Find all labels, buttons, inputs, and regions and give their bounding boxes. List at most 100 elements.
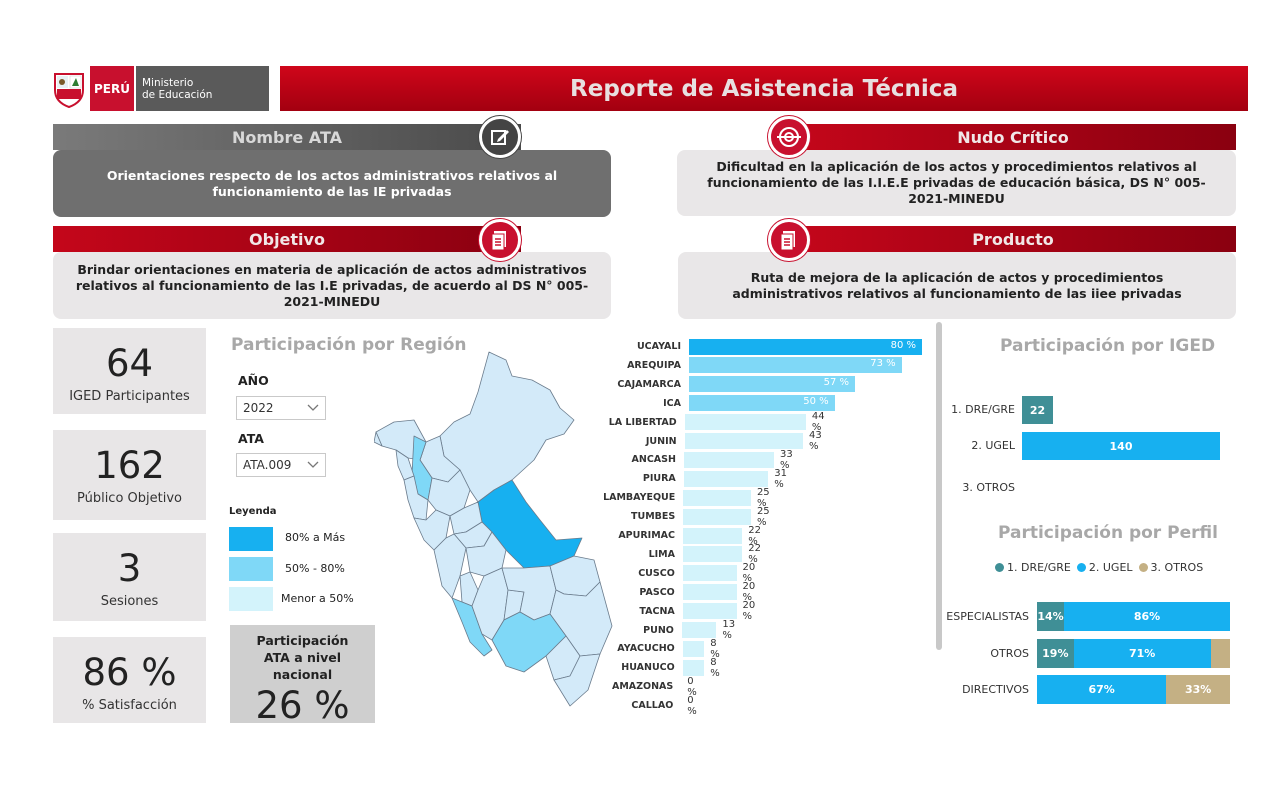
region-bar-label: PIURA <box>642 473 676 485</box>
region-bar[interactable] <box>682 659 705 676</box>
map-region-tacna <box>553 653 601 707</box>
region-bar-row[interactable]: PUNO 13 % <box>600 619 746 641</box>
region-bar-label: AMAZONAS <box>611 681 674 693</box>
nudo-critico-header: Nudo Crítico <box>790 124 1236 150</box>
nombre-ata-text: Orientaciones respecto de los actos admi… <box>106 167 558 199</box>
region-bar-row[interactable]: PIURA 31 % <box>600 467 798 490</box>
target-icon <box>768 116 810 158</box>
region-bar-label: TUMBES <box>631 511 676 523</box>
perfil-bar-segment[interactable]: 67% <box>1037 675 1167 704</box>
region-bar-label: UCAYALI <box>636 341 681 352</box>
document-icon <box>768 219 810 261</box>
region-bar-label: LAMBAYEQUE <box>603 492 676 504</box>
region-bar-label: AREQUIPA <box>627 359 681 371</box>
region-bar[interactable] <box>682 565 737 582</box>
region-bar-row[interactable]: CALLAO 0 % <box>600 695 705 717</box>
map-region-la-libertad <box>403 475 429 521</box>
region-bar-label: PASCO <box>639 586 675 598</box>
region-bar-row[interactable]: LA LIBERTAD 44 % <box>600 411 836 433</box>
chevron-down-icon <box>307 404 319 411</box>
legend-label-high: 80% a Más <box>285 531 346 544</box>
ata-filter-label: ATA <box>238 431 264 446</box>
region-bar[interactable] <box>683 508 751 525</box>
region-bar-row[interactable]: PASCO 20 % <box>600 581 766 603</box>
perfil-bar-segment[interactable]: 19% <box>1037 639 1074 668</box>
region-bar-row[interactable]: JUNIN 43 % <box>600 430 833 452</box>
region-bar-row[interactable]: HUANUCO 8 % <box>600 657 728 679</box>
kpi-iged-participantes: 64 IGED Participantes <box>53 328 206 414</box>
kpi-value: 86 % <box>82 651 177 694</box>
region-bar[interactable]: 50 % <box>689 395 835 412</box>
perfil-bar-segment[interactable]: 14% <box>1037 602 1065 631</box>
region-bar[interactable] <box>683 489 751 506</box>
kpi-value: 64 <box>105 342 154 385</box>
region-bar-label: ANCASH <box>631 454 676 466</box>
region-bar-row[interactable]: TACNA 20 % <box>600 600 766 623</box>
region-bar-label: CALLAO <box>631 700 674 712</box>
region-bar-row[interactable]: CAJAMARCA 57 % <box>600 376 855 393</box>
perfil-bar-label: DIRECTIVOS <box>962 683 1029 696</box>
region-bar-row[interactable]: AREQUIPA 73 % <box>600 357 902 374</box>
region-bar[interactable] <box>682 527 743 544</box>
legend-swatch-mid <box>229 557 273 581</box>
perfil-bar-label: OTROS <box>990 647 1029 660</box>
peru-region-map[interactable] <box>374 350 614 720</box>
region-bar-row[interactable]: APURIMAC 22 % <box>600 525 772 547</box>
region-bar-value: 33 % <box>780 448 793 471</box>
perfil-panel-title: Participación por Perfil <box>998 523 1218 543</box>
ata-dropdown[interactable]: ATA.009 <box>236 453 326 477</box>
kpi-value: 162 <box>94 444 165 487</box>
perfil-bar-segment[interactable]: 86% <box>1064 602 1230 631</box>
region-bar[interactable] <box>683 451 775 468</box>
region-bar[interactable]: 80 % <box>689 338 922 355</box>
region-bar-row[interactable]: LAMBAYEQUE 25 % <box>600 486 781 509</box>
kpi-publico-objetivo: 162 Público Objetivo <box>53 430 206 520</box>
legend-dot-dre <box>995 563 1004 572</box>
region-bar-row[interactable]: LIMA 22 % <box>600 543 772 565</box>
region-bar[interactable] <box>684 433 803 449</box>
kpi-label: Público Objetivo <box>76 491 182 506</box>
region-bar-value: 31 % <box>774 467 787 490</box>
region-bar-value: 20 % <box>742 562 756 585</box>
region-bar-row[interactable]: AYACUCHO 8 % <box>600 637 728 660</box>
region-bar-value: 73 % <box>870 358 896 370</box>
year-filter-label: AÑO <box>238 373 269 388</box>
objetivo-box: Brindar orientaciones en materia de apli… <box>53 252 611 319</box>
perfil-bar-segment[interactable]: 71% <box>1073 639 1211 668</box>
producto-box: Ruta de mejora de la aplicación de actos… <box>678 252 1236 319</box>
region-bar-value: 8 % <box>710 637 720 660</box>
region-bar-label: PUNO <box>643 624 674 636</box>
region-bar-row[interactable]: AMAZONAS 0 % <box>600 675 705 698</box>
region-bar[interactable]: 57 % <box>689 376 855 393</box>
region-bar[interactable] <box>682 603 737 620</box>
region-bar[interactable] <box>683 470 769 487</box>
peru-label: PERÚ <box>90 66 134 111</box>
region-bar-value: 20 % <box>742 600 756 623</box>
producto-header: Producto <box>790 226 1236 252</box>
region-bar[interactable] <box>682 640 705 657</box>
region-bar-value: 0 % <box>687 675 697 698</box>
region-bar-value: 57 % <box>823 377 849 389</box>
iged-bar[interactable]: 22 <box>1022 396 1054 424</box>
iged-bar[interactable]: 140 <box>1022 432 1220 460</box>
region-bar[interactable] <box>684 414 806 431</box>
ministry-logo: PERÚ Ministerio de Educación <box>52 66 269 111</box>
region-bar-row[interactable]: CUSCO 20 % <box>600 562 766 585</box>
region-bar-row[interactable]: UCAYALI 80 % <box>600 338 922 355</box>
perfil-bar-segment[interactable]: 33% <box>1166 675 1230 704</box>
region-bar[interactable]: 73 % <box>689 357 902 374</box>
region-bar-row[interactable]: ANCASH 33 % <box>600 448 804 471</box>
region-chart-scrollbar[interactable] <box>936 322 942 650</box>
perfil-bar-segment[interactable] <box>1210 639 1230 668</box>
region-bar-label: TACNA <box>639 605 675 617</box>
map-region-junin <box>465 531 507 577</box>
region-bar-value: 25 % <box>756 486 770 509</box>
region-bar-row[interactable]: TUMBES 25 % <box>600 506 781 528</box>
region-bar-label: CAJAMARCA <box>617 378 681 390</box>
region-bar[interactable] <box>682 584 737 601</box>
region-bar-row[interactable]: ICA 50 % <box>600 395 835 412</box>
region-bar[interactable] <box>682 546 743 563</box>
year-dropdown[interactable]: 2022 <box>236 396 326 420</box>
region-bar[interactable] <box>681 622 717 638</box>
kpi-sesiones: 3 Sesiones <box>53 533 206 621</box>
